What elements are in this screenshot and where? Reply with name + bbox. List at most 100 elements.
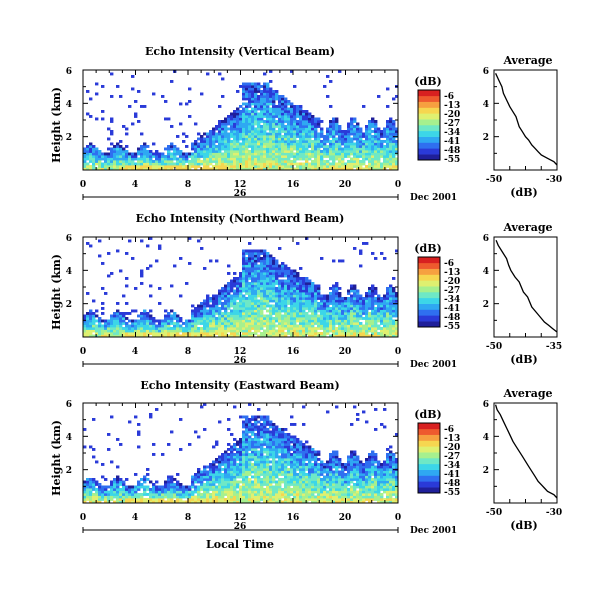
heatmap-cell [242,252,246,255]
heatmap-cell [245,97,249,101]
heatmap-cell [266,415,270,419]
heatmap-cell [254,450,258,454]
heatmap-cell [302,135,306,138]
heatmap-cell [311,284,315,288]
heatmap-cell [164,324,168,328]
heatmap-cell [302,147,306,151]
heatmap-cell [383,257,387,260]
heatmap-cell [239,122,243,126]
heatmap-cell [95,157,99,161]
heatmap-cell [227,307,231,310]
heatmap-cell [107,324,111,328]
heatmap-cell [272,493,276,496]
heatmap-cell [245,167,249,171]
heatmap-cell [254,142,258,146]
heatmap-cell [308,135,312,138]
heatmap-cell [344,329,348,333]
heatmap-cell [89,485,93,489]
heatmap-cell [191,329,195,333]
heatmap-cell [251,294,255,298]
heatmap-cell [242,92,246,96]
heatmap-cell [89,150,93,153]
heatmap-cell [293,289,297,293]
heatmap-cell [251,284,255,288]
heatmap-cell [152,162,156,166]
heatmap-cell [272,498,276,501]
heatmap-cell [326,145,330,148]
heatmap-cell [254,312,258,315]
heatmap-cell [266,317,270,320]
heatmap-cell [290,277,294,280]
heatmap-cell [281,100,285,103]
heatmap-cell [206,150,210,153]
heatmap-cell [110,460,114,464]
heatmap-cell [122,167,126,171]
heatmap-cell [203,493,207,496]
heatmap-cell [281,167,285,171]
heatmap-cell [263,470,267,474]
heatmap-cell [242,90,246,93]
heatmap-cell [233,132,237,136]
heatmap-cell [248,299,252,303]
heatmap-cell [221,458,225,461]
heatmap-cell [329,132,333,136]
heatmap-cell [203,488,207,491]
heatmap-cell [392,125,396,128]
heatmap-cell [266,445,270,449]
heatmap-cell [269,468,273,471]
heatmap-cell [338,314,342,318]
heatmap-cell [233,289,237,293]
heatmap-cell [236,443,240,446]
heatmap-cell [350,127,354,131]
heatmap-cell [176,165,180,168]
heatmap-cell [341,334,345,338]
heatmap-cell [179,500,183,504]
heatmap-cell [269,473,273,476]
heatmap-cell [149,480,153,484]
heatmap-cell [155,152,159,156]
heatmap-cell [335,287,339,290]
heatmap-cell [269,488,273,491]
heatmap-cell [161,490,165,494]
heatmap-cell [272,428,276,431]
heatmap-cell [266,495,270,499]
heatmap-cell [269,329,273,333]
heatmap-cell [269,130,273,133]
heatmap-cell [371,292,375,295]
heatmap-cell [311,165,315,168]
heatmap-cell [101,117,105,121]
heatmap-cell [209,299,213,303]
heatmap-cell [275,272,279,275]
heatmap-cell [329,145,333,148]
heatmap-cell [224,319,228,323]
heatmap-cell [98,165,102,168]
heatmap-cell [251,314,255,318]
heatmap-cell [260,274,264,278]
heatmap-cell [272,443,276,446]
heatmap-cell [284,307,288,310]
heatmap-cell [164,493,168,496]
heatmap-cell [320,150,324,153]
heatmap-cell [116,485,120,489]
heatmap-cell [314,165,318,168]
heatmap-cell [275,125,279,128]
heatmap-cell [329,157,333,161]
heatmap-cell [200,317,204,320]
heatmap-cell [329,165,333,168]
heatmap-cell [143,332,147,335]
heatmap-cell [167,319,171,323]
heatmap-cell [278,97,282,101]
heatmap-cell [275,299,279,303]
heatmap-cell [86,322,90,325]
heatmap-cell [170,495,174,499]
heatmap-cell [272,445,276,449]
heatmap-cell [269,493,273,496]
heatmap-cell [257,162,261,166]
heatmap-cell [215,458,219,461]
heatmap-cell [200,329,204,333]
heatmap-cell [152,152,156,156]
heatmap-cell [194,147,198,151]
heatmap-cell [200,137,204,141]
heatmap-cell [251,319,255,323]
colorbar-swatch [418,154,440,161]
